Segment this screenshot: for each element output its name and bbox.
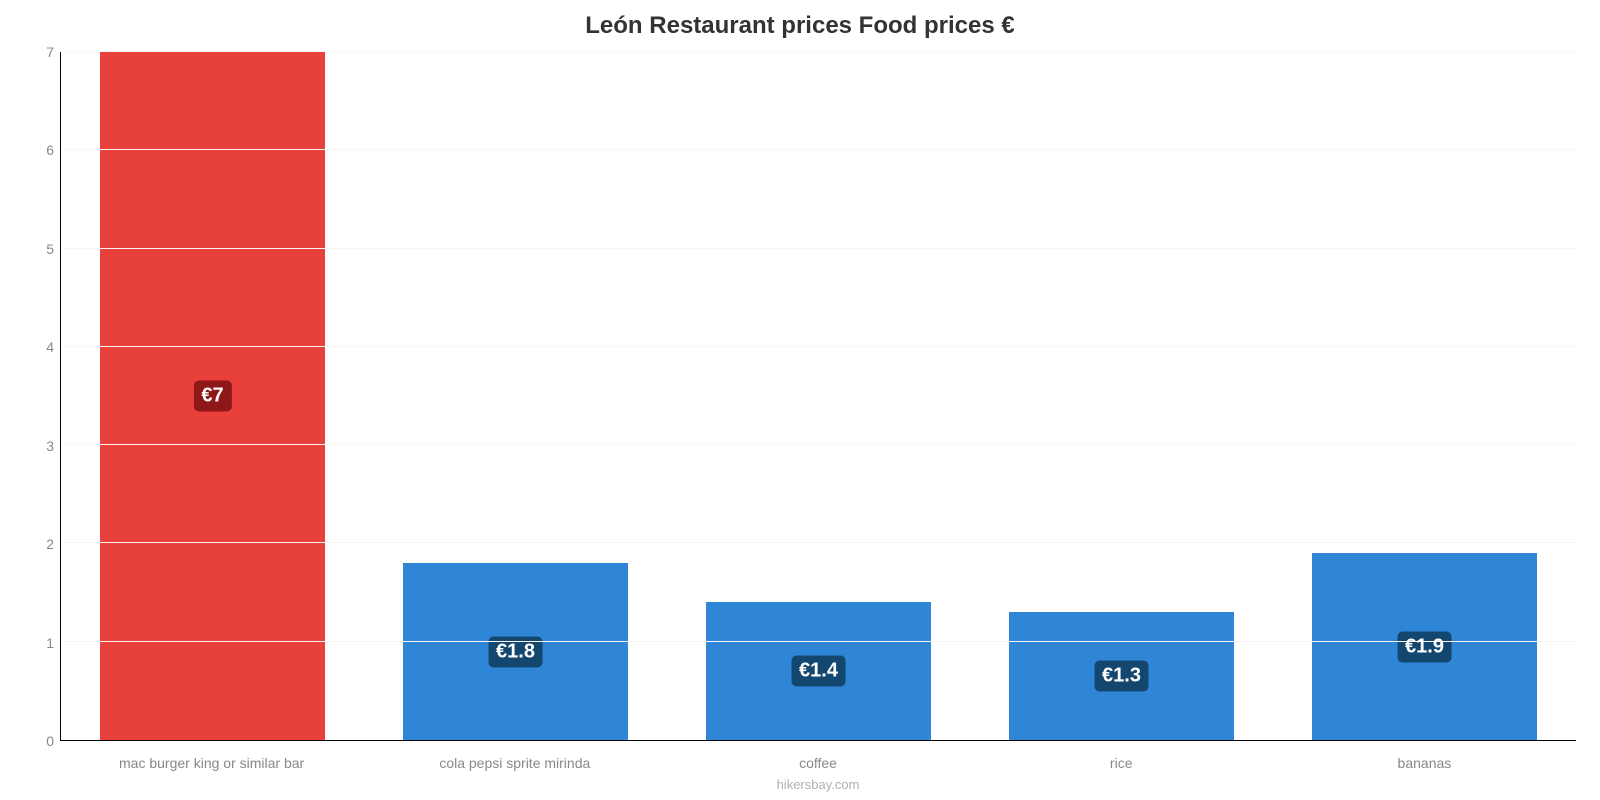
bars-container: €7 €1.8 €1.4 €1.3 €1.9 [61, 52, 1576, 740]
x-axis-label: mac burger king or similar bar [60, 741, 363, 771]
bar: €1.3 [1009, 612, 1233, 740]
plot-area: 01234567 €7€1.8€1.4€1.3€1.9 [24, 52, 1576, 741]
x-axis: mac burger king or similar barcola pepsi… [60, 741, 1576, 771]
bar-slot: €1.3 [970, 52, 1273, 740]
y-tick-label: 1 [46, 635, 54, 651]
bar: €1.9 [1312, 553, 1536, 740]
gridline [61, 346, 1576, 347]
bar-slot: €1.4 [667, 52, 970, 740]
bar-slot: €7 [61, 52, 364, 740]
bar: €1.4 [706, 602, 930, 740]
value-label: €1.9 [1397, 631, 1452, 662]
y-axis: 01234567 [24, 52, 60, 741]
y-tick-label: 3 [46, 438, 54, 454]
bar-slot: €1.9 [1273, 52, 1576, 740]
x-axis-row: mac burger king or similar barcola pepsi… [24, 741, 1576, 771]
x-axis-label: cola pepsi sprite mirinda [363, 741, 666, 771]
gridline [61, 248, 1576, 249]
y-tick-label: 7 [46, 44, 54, 60]
bar: €7 [100, 52, 324, 740]
source-credit: hikersbay.com [24, 771, 1576, 792]
value-label: €1.4 [791, 656, 846, 687]
bar-chart: León Restaurant prices Food prices € 0 1 2… [0, 0, 1600, 800]
chart-title: León Restaurant prices Food prices € [24, 12, 1576, 40]
gridline [61, 51, 1576, 52]
value-label: €1.3 [1094, 661, 1149, 692]
bar-slot: €1.8 [364, 52, 667, 740]
gridline [61, 444, 1576, 445]
y-tick-label: 0 [46, 733, 54, 749]
gridline [61, 149, 1576, 150]
value-label: €7 [193, 381, 231, 412]
x-axis-label: bananas [1273, 741, 1576, 771]
y-tick-label: 5 [46, 241, 54, 257]
bar: €1.8 [403, 563, 627, 740]
x-axis-label: coffee [666, 741, 969, 771]
y-tick-label: 2 [46, 536, 54, 552]
x-axis-label: rice [970, 741, 1273, 771]
y-tick-label: 6 [46, 142, 54, 158]
plot-canvas: €7 €1.8 €1.4 €1.3 €1.9 [60, 52, 1576, 741]
gridline [61, 542, 1576, 543]
y-tick-label: 4 [46, 339, 54, 355]
gridline [61, 641, 1576, 642]
